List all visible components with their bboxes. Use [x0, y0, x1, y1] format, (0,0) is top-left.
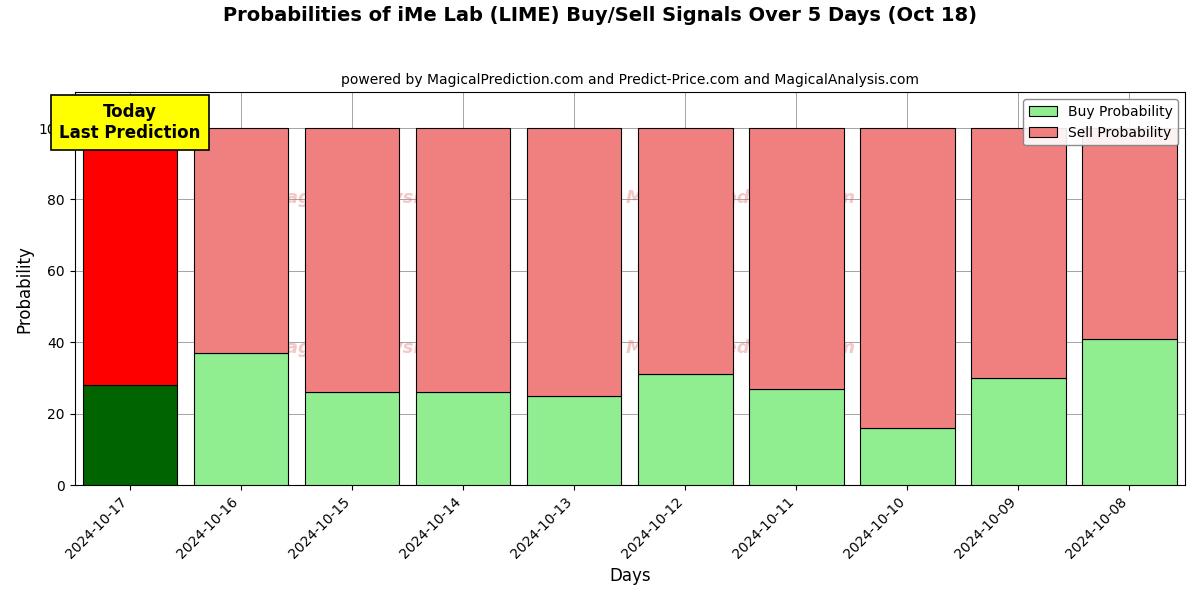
Bar: [305, 392, 400, 485]
Bar: [638, 374, 732, 485]
Text: Today
Last Prediction: Today Last Prediction: [60, 103, 200, 142]
Bar: [194, 353, 288, 485]
Bar: [971, 378, 1066, 485]
Text: MagicalPrediction.com: MagicalPrediction.com: [626, 190, 856, 208]
Bar: [860, 428, 955, 485]
X-axis label: Days: Days: [610, 567, 650, 585]
Bar: [416, 392, 510, 485]
Bar: [194, 128, 288, 353]
Bar: [1082, 339, 1177, 485]
Text: MagicalAnalysis.com: MagicalAnalysis.com: [269, 338, 480, 356]
Text: MagicalAnalysis.com: MagicalAnalysis.com: [269, 190, 480, 208]
Text: MagicalPrediction.com: MagicalPrediction.com: [626, 338, 856, 356]
Bar: [638, 128, 732, 374]
Bar: [83, 128, 178, 385]
Bar: [860, 128, 955, 428]
Legend: Buy Probability, Sell Probability: Buy Probability, Sell Probability: [1024, 99, 1178, 145]
Text: Probabilities of iMe Lab (LIME) Buy/Sell Signals Over 5 Days (Oct 18): Probabilities of iMe Lab (LIME) Buy/Sell…: [223, 6, 977, 25]
Bar: [749, 389, 844, 485]
Bar: [971, 128, 1066, 378]
Bar: [527, 128, 622, 396]
Bar: [305, 128, 400, 392]
Bar: [1082, 128, 1177, 339]
Bar: [749, 128, 844, 389]
Y-axis label: Probability: Probability: [16, 245, 34, 332]
Bar: [416, 128, 510, 392]
Bar: [83, 385, 178, 485]
Title: powered by MagicalPrediction.com and Predict-Price.com and MagicalAnalysis.com: powered by MagicalPrediction.com and Pre…: [341, 73, 919, 87]
Bar: [527, 396, 622, 485]
